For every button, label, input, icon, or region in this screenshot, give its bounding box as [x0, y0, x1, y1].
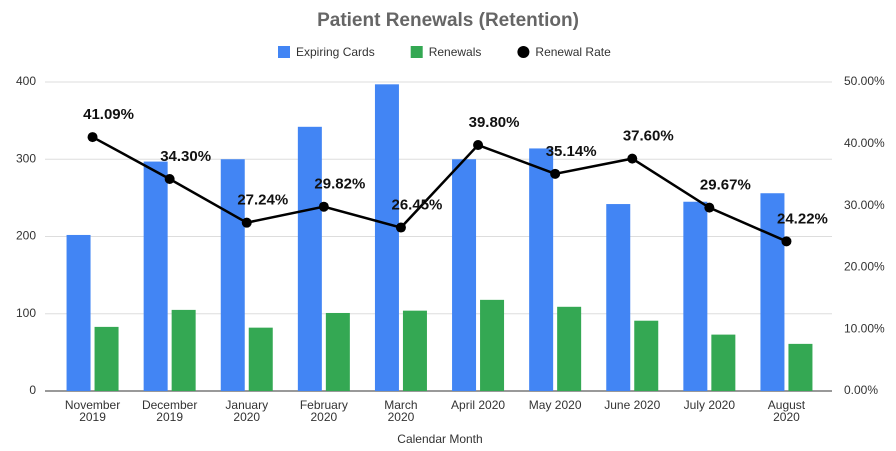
bar	[94, 326, 119, 391]
data-label: 41.09%	[83, 106, 134, 123]
bar	[760, 193, 785, 391]
y2-tick-label: 40.00%	[844, 136, 885, 150]
y2-tick-label: 10.00%	[844, 321, 885, 335]
bar	[606, 204, 631, 391]
bar	[711, 334, 736, 391]
data-label: 35.14%	[546, 143, 597, 160]
bar	[143, 161, 168, 391]
y2-tick-label: 30.00%	[844, 198, 885, 212]
y2-tick-label: 0.00%	[844, 383, 878, 397]
bar	[171, 309, 196, 391]
data-label: 26.45%	[392, 197, 443, 214]
bar	[374, 84, 399, 391]
y-tick-label: 400	[16, 74, 36, 88]
x-tick-label: December 2019	[142, 398, 197, 424]
x-tick-label: May 2020	[529, 398, 582, 412]
data-label: 27.24%	[237, 192, 288, 209]
line-point	[781, 236, 792, 247]
legend-swatch	[278, 46, 290, 58]
line-point	[550, 168, 561, 179]
line	[91, 135, 787, 243]
y-tick-label: 300	[16, 151, 36, 165]
bar	[325, 312, 350, 391]
line-point	[704, 202, 715, 213]
line-point	[627, 153, 638, 164]
x-tick-label: July 2020	[684, 398, 736, 412]
data-label: 29.67%	[700, 177, 751, 194]
legend-label: Renewals	[429, 45, 482, 59]
x-tick-label: April 2020	[451, 398, 505, 412]
x-tick-label: January 2020	[225, 398, 268, 424]
chart-title: Patient Renewals (Retention)	[317, 10, 579, 31]
bar	[480, 299, 505, 391]
bar	[248, 327, 273, 391]
x-tick-label: November 2019	[65, 398, 120, 424]
bar	[402, 310, 427, 391]
bar	[220, 159, 245, 391]
data-label: 29.82%	[314, 176, 365, 193]
bar	[297, 126, 322, 392]
legend-label: Expiring Cards	[296, 45, 375, 59]
y-tick-label: 200	[16, 229, 36, 243]
line-point	[473, 140, 484, 151]
bar	[788, 343, 813, 391]
line-point	[87, 132, 98, 143]
line-point	[318, 201, 329, 212]
y-tick-label: 0	[29, 383, 36, 397]
line-point	[395, 222, 406, 233]
x-tick-label: February 2020	[300, 398, 348, 424]
data-label: 24.22%	[777, 210, 828, 227]
legend-swatch	[517, 46, 530, 58]
line-point	[164, 174, 175, 185]
x-tick-label: June 2020	[604, 398, 660, 412]
x-tick-label: March 2020	[384, 398, 417, 424]
y2-tick-label: 20.00%	[844, 260, 885, 274]
legend-swatch	[410, 46, 423, 58]
legend-label: Renewal Rate	[535, 45, 611, 59]
data-label: 34.30%	[160, 148, 211, 165]
bar	[557, 306, 582, 391]
data-label: 39.80%	[469, 114, 520, 131]
bar	[66, 234, 91, 391]
y2-tick-label: 50.00%	[844, 74, 885, 88]
x-tick-label: August 2020	[768, 398, 806, 424]
x-axis-label: Calendar Month	[397, 432, 482, 446]
y-tick-label: 100	[16, 306, 36, 320]
bar	[529, 148, 554, 391]
bar	[634, 320, 659, 391]
bar	[683, 201, 708, 391]
bar	[452, 159, 477, 391]
line-point	[241, 217, 252, 228]
data-label: 37.60%	[623, 128, 674, 145]
